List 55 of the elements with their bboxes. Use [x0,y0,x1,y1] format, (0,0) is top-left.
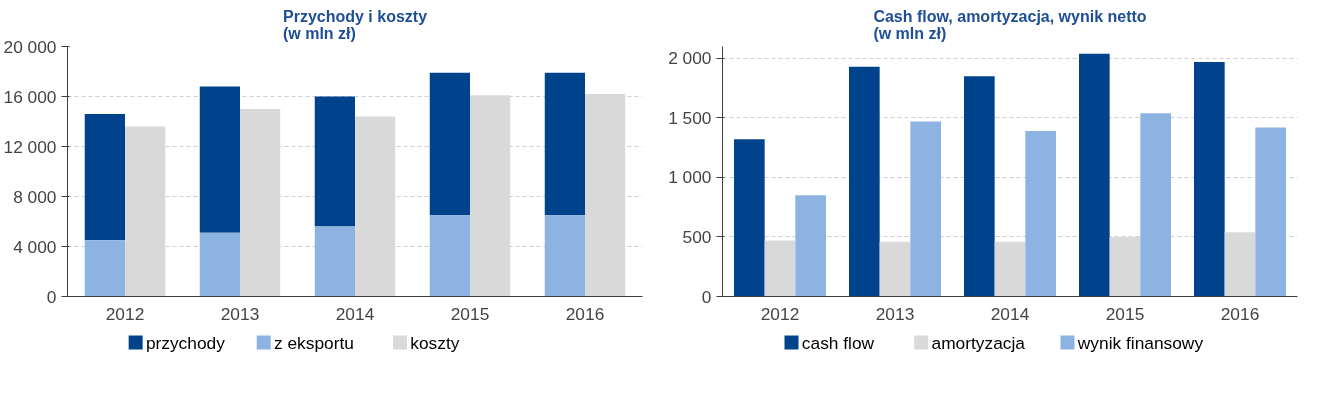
y-tick-label: 1 500 [668,107,712,128]
legend-label: przychody [145,332,226,353]
x-tick-label: 2014 [990,303,1030,324]
bar [1140,113,1171,297]
y-tick-label: 16 000 [3,86,57,107]
legend-label: z eksportu [273,332,354,353]
bar [1025,131,1056,297]
bar [355,116,396,297]
bar [764,240,796,297]
y-tick-label: 0 [46,286,57,307]
bar [429,72,470,216]
x-tick-label: 2016 [1220,303,1260,324]
bar [84,240,125,297]
bar [1255,127,1286,297]
bar [879,241,911,297]
bar [544,72,585,216]
x-tick-label: 2014 [335,303,375,324]
y-tick-label: 8 000 [13,186,57,207]
legend-label: amortyzacja [931,332,1026,353]
bar [849,66,880,297]
y-tick-label: 12 000 [3,136,57,157]
bar [544,215,585,297]
legend-label: cash flow [801,332,875,353]
x-tick-label: 2016 [565,303,605,324]
x-tick-label: 2015 [450,303,490,324]
bar [585,94,626,297]
bar [84,114,125,241]
y-tick-label: 4 000 [13,236,57,257]
y-tick-label: 2 000 [668,48,712,69]
bar [1224,232,1256,297]
bar [314,96,355,227]
bar [910,121,941,297]
bar [734,139,765,297]
bar [199,232,240,297]
bar [199,86,240,233]
y-tick-label: 500 [682,226,712,247]
bar [795,195,826,297]
y-tick-label: 0 [701,286,712,307]
x-tick-label: 2015 [1105,303,1145,324]
legend-label: koszty [410,332,460,353]
legend-label: wynik finansowy [1076,332,1204,353]
bar [994,241,1026,297]
y-tick-label: 1 000 [668,167,712,188]
bar [1079,53,1110,297]
bar [314,226,355,297]
bar [429,215,470,297]
chart-title: Przychody i koszty (w mln zł) [282,7,428,42]
bar [964,76,995,297]
chart-title: Cash flow, amortyzacja, wynik netto (w mln zł) [873,7,1147,42]
bar [1194,61,1225,297]
x-tick-label: 2012 [105,303,145,324]
x-tick-label: 2013 [875,303,915,324]
y-tick-label: 20 000 [3,36,57,57]
x-tick-label: 2012 [760,303,800,324]
x-tick-label: 2013 [220,303,260,324]
